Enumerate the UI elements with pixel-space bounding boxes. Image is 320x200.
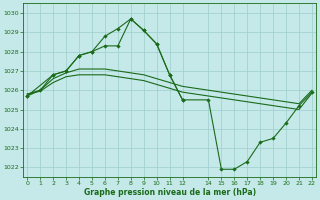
X-axis label: Graphe pression niveau de la mer (hPa): Graphe pression niveau de la mer (hPa) xyxy=(84,188,256,197)
